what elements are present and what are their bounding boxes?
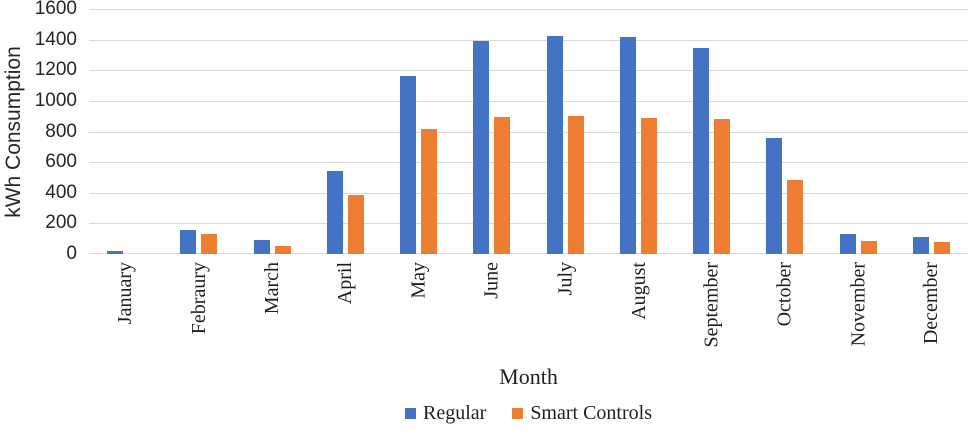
y-tick-1600: 1600 xyxy=(34,0,77,19)
legend-item-smart-controls: Smart Controls xyxy=(512,402,652,425)
y-tick-800: 800 xyxy=(45,120,77,142)
bar-group-december xyxy=(895,9,968,254)
bar-regular-may xyxy=(400,76,417,254)
bar-regular-november xyxy=(839,234,856,254)
bar-smart-controls-july xyxy=(567,116,584,254)
bar-regular-january xyxy=(107,250,124,254)
gridline-600 xyxy=(89,162,968,164)
bar-groups xyxy=(89,9,968,254)
bar-smart-controls-october xyxy=(787,179,804,254)
y-tick-1200: 1200 xyxy=(34,59,77,81)
bar-regular-march xyxy=(253,240,270,254)
x-axis-title: Month xyxy=(499,364,558,389)
bar-group-august xyxy=(602,9,675,254)
bar-group-november xyxy=(822,9,895,254)
bar-smart-controls-december xyxy=(933,241,950,254)
legend-label: Regular xyxy=(423,402,487,424)
x-tick-febraury: Febraury xyxy=(187,262,210,335)
bar-regular-july xyxy=(546,35,563,254)
legend-item-regular: Regular xyxy=(405,402,486,425)
legend-swatch-icon xyxy=(512,408,524,419)
gridline-1200 xyxy=(89,70,968,72)
x-tick-august: August xyxy=(627,262,650,320)
x-tick-april: April xyxy=(334,262,357,305)
bar-smart-controls-april xyxy=(347,195,364,254)
bar-group-may xyxy=(382,9,455,254)
bar-smart-controls-november xyxy=(860,240,877,254)
gridline-1000 xyxy=(89,100,968,102)
legend: Regular Smart Controls xyxy=(89,402,968,425)
y-tick-0: 0 xyxy=(66,243,77,264)
x-tick-november: November xyxy=(847,262,870,347)
gridline-200 xyxy=(89,223,968,225)
x-tick-may: May xyxy=(407,262,430,299)
gridline-0 xyxy=(89,253,968,254)
y-tick-1400: 1400 xyxy=(34,28,77,50)
bar-regular-april xyxy=(326,171,343,254)
legend-swatch-icon xyxy=(405,408,416,419)
y-axis-title: kWh Consumption xyxy=(2,46,25,218)
bar-smart-controls-august xyxy=(640,117,657,254)
x-tick-july: July xyxy=(554,262,577,296)
bar-regular-june xyxy=(473,41,490,254)
x-tick-december: December xyxy=(920,262,943,345)
bar-group-july xyxy=(529,9,602,254)
bar-group-june xyxy=(455,9,528,254)
bar-group-april xyxy=(309,9,382,254)
legend-label: Smart Controls xyxy=(530,402,652,424)
x-tick-october: October xyxy=(773,262,796,327)
bar-regular-december xyxy=(912,237,929,254)
gridline-800 xyxy=(89,131,968,133)
gridline-1600 xyxy=(89,9,968,10)
bar-group-october xyxy=(748,9,821,254)
bar-smart-controls-may xyxy=(421,129,438,254)
gridline-400 xyxy=(89,192,968,194)
bar-smart-controls-september xyxy=(714,119,731,254)
y-tick-200: 200 xyxy=(45,212,77,234)
bar-regular-october xyxy=(766,137,783,254)
x-tick-september: September xyxy=(700,262,723,348)
bar-group-febraury xyxy=(162,9,235,254)
x-tick-march: March xyxy=(261,262,284,315)
plot-area xyxy=(89,9,968,254)
bar-smart-controls-febraury xyxy=(201,234,218,254)
x-tick-june: June xyxy=(480,262,503,299)
bar-smart-controls-march xyxy=(274,245,291,254)
x-tick-january: January xyxy=(114,262,137,325)
bar-group-september xyxy=(675,9,748,254)
bar-smart-controls-june xyxy=(494,116,511,254)
bar-group-january xyxy=(89,9,162,254)
bar-regular-febraury xyxy=(180,229,197,254)
bar-regular-september xyxy=(693,48,710,254)
bar-group-march xyxy=(236,9,309,254)
y-tick-400: 400 xyxy=(45,181,77,203)
gridline-1400 xyxy=(89,39,968,41)
y-tick-600: 600 xyxy=(45,151,77,173)
y-tick-1000: 1000 xyxy=(34,89,77,111)
bar-regular-august xyxy=(619,36,636,254)
